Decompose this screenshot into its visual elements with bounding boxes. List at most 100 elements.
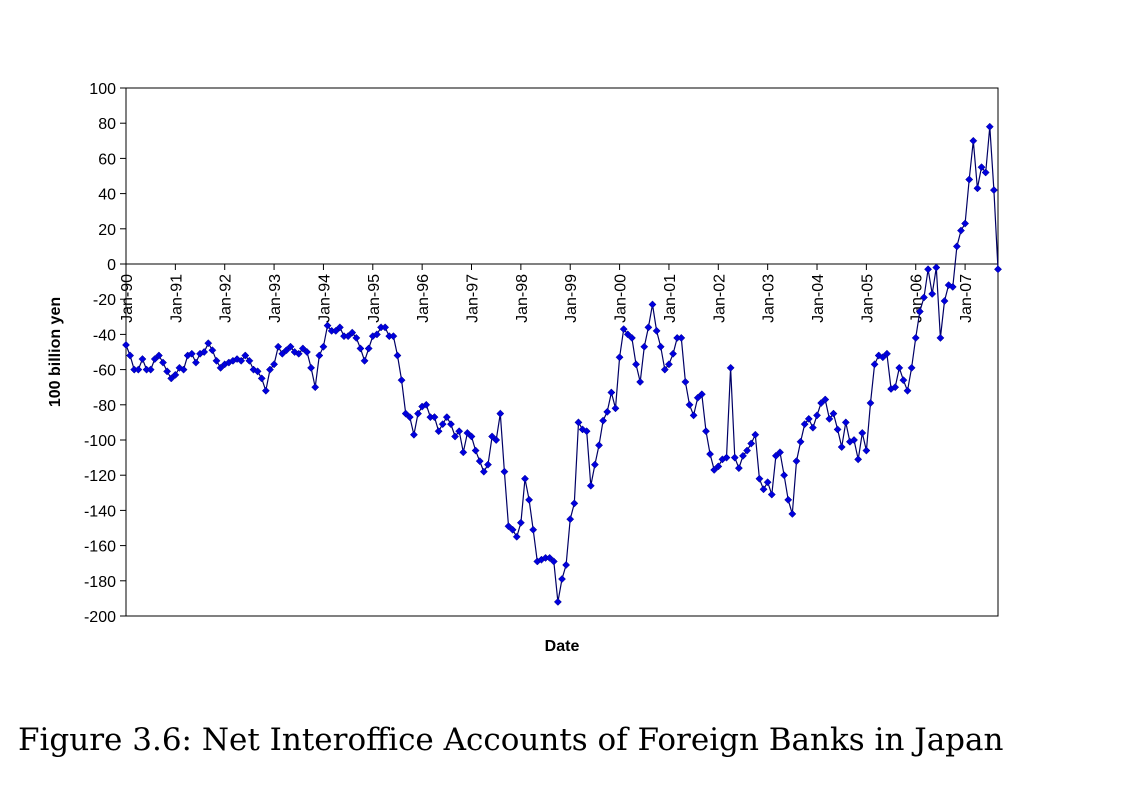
data-point (446, 420, 455, 429)
y-tick-label: -80 (93, 398, 116, 415)
data-point (854, 455, 863, 464)
data-point (932, 263, 941, 272)
data-point (352, 333, 361, 342)
data-point (508, 525, 517, 534)
data-point (442, 413, 451, 422)
data-point (422, 400, 431, 409)
data-point (829, 409, 838, 418)
data-point (484, 460, 492, 469)
data-point (697, 390, 706, 399)
data-point (274, 342, 283, 351)
data-point (307, 363, 316, 372)
data-point (664, 360, 673, 369)
data-point (257, 374, 266, 383)
data-point (895, 363, 904, 372)
data-point (611, 404, 620, 413)
data-point (702, 427, 710, 436)
data-point (804, 414, 813, 423)
data-point (969, 136, 978, 145)
data-point (381, 323, 390, 332)
data-point (582, 427, 591, 436)
data-point (739, 451, 747, 460)
data-point (940, 297, 949, 305)
data-point (771, 451, 780, 460)
data-point (903, 386, 912, 395)
y-axis: 100 80 60 40 20 0 -20 -40 -60 -80 -100 -120 -140 -160… (84, 81, 126, 626)
data-point (496, 409, 505, 418)
data-point (599, 416, 608, 425)
data-point (759, 485, 768, 494)
x-tick-label: Jan-92 (218, 274, 235, 323)
data-point (434, 427, 443, 436)
data-point (776, 448, 784, 457)
data-point (154, 351, 163, 360)
figure-caption: Figure 3.6: Net Interoffice Accounts of … (18, 722, 1004, 758)
x-tick-label: Jan-95 (366, 274, 383, 323)
data-point (360, 356, 369, 365)
data-point (504, 522, 513, 531)
data-point (372, 330, 381, 339)
data-point (467, 432, 476, 441)
data-point (459, 448, 468, 457)
data-point (948, 282, 957, 291)
y-tick-label: 80 (98, 116, 116, 133)
x-tick-label: Jan-07 (958, 274, 975, 323)
data-point (261, 386, 270, 395)
data-point (545, 553, 554, 562)
data-point (237, 356, 246, 365)
data-point (249, 365, 258, 374)
data-point (751, 430, 760, 439)
data-point (623, 330, 632, 339)
data-point (792, 457, 801, 466)
x-tick-label: Jan-94 (316, 274, 333, 323)
data-point (924, 265, 933, 274)
data-point (632, 360, 640, 369)
data-point (241, 351, 250, 360)
x-tick-label: Jan-91 (168, 274, 185, 323)
data-point (553, 597, 562, 606)
y-tick-label: -160 (84, 539, 116, 556)
data-point (266, 365, 274, 374)
data-point (586, 481, 595, 490)
data-point (191, 358, 200, 367)
data-point (401, 409, 410, 418)
data-point (915, 307, 924, 316)
data-point (562, 561, 571, 569)
data-point (944, 281, 953, 290)
data-point (303, 348, 311, 356)
data-point (800, 420, 809, 429)
data-point (603, 407, 612, 416)
data-point (171, 370, 180, 379)
plot-frame (125, 87, 999, 617)
data-point (825, 414, 834, 423)
data-point (208, 346, 217, 355)
data-point (475, 457, 484, 466)
data-point (471, 446, 480, 455)
data-point (656, 342, 665, 351)
data-point (619, 325, 628, 334)
data-point (866, 399, 875, 407)
data-point (730, 453, 739, 462)
data-point (689, 411, 698, 420)
data-point (989, 186, 998, 195)
data-point (282, 346, 291, 355)
data-point (245, 356, 254, 365)
line-chart: 100 80 60 40 20 0 -20 -40 -60 -80 -100 -120 -140 -160… (47, 81, 1002, 655)
data-point (821, 395, 830, 404)
data-point (335, 323, 344, 332)
y-tick-label: -40 (93, 327, 116, 344)
data-point (286, 342, 295, 351)
data-point (570, 499, 579, 508)
data-point (529, 525, 538, 534)
data-point (430, 413, 439, 422)
x-axis: Jan-90 Jan-91 Jan-92 Jan-93 Jan-94 Jan-95 Jan-… (119, 263, 998, 323)
data-point (850, 436, 858, 444)
x-tick-label: Jan-00 (613, 274, 630, 323)
data-point (957, 226, 965, 235)
data-point (204, 339, 213, 348)
data-point (134, 365, 143, 374)
data-point (438, 420, 447, 429)
y-tick-label: -180 (84, 574, 116, 591)
x-tick-label: Jan-90 (119, 274, 136, 323)
data-point (270, 360, 279, 369)
